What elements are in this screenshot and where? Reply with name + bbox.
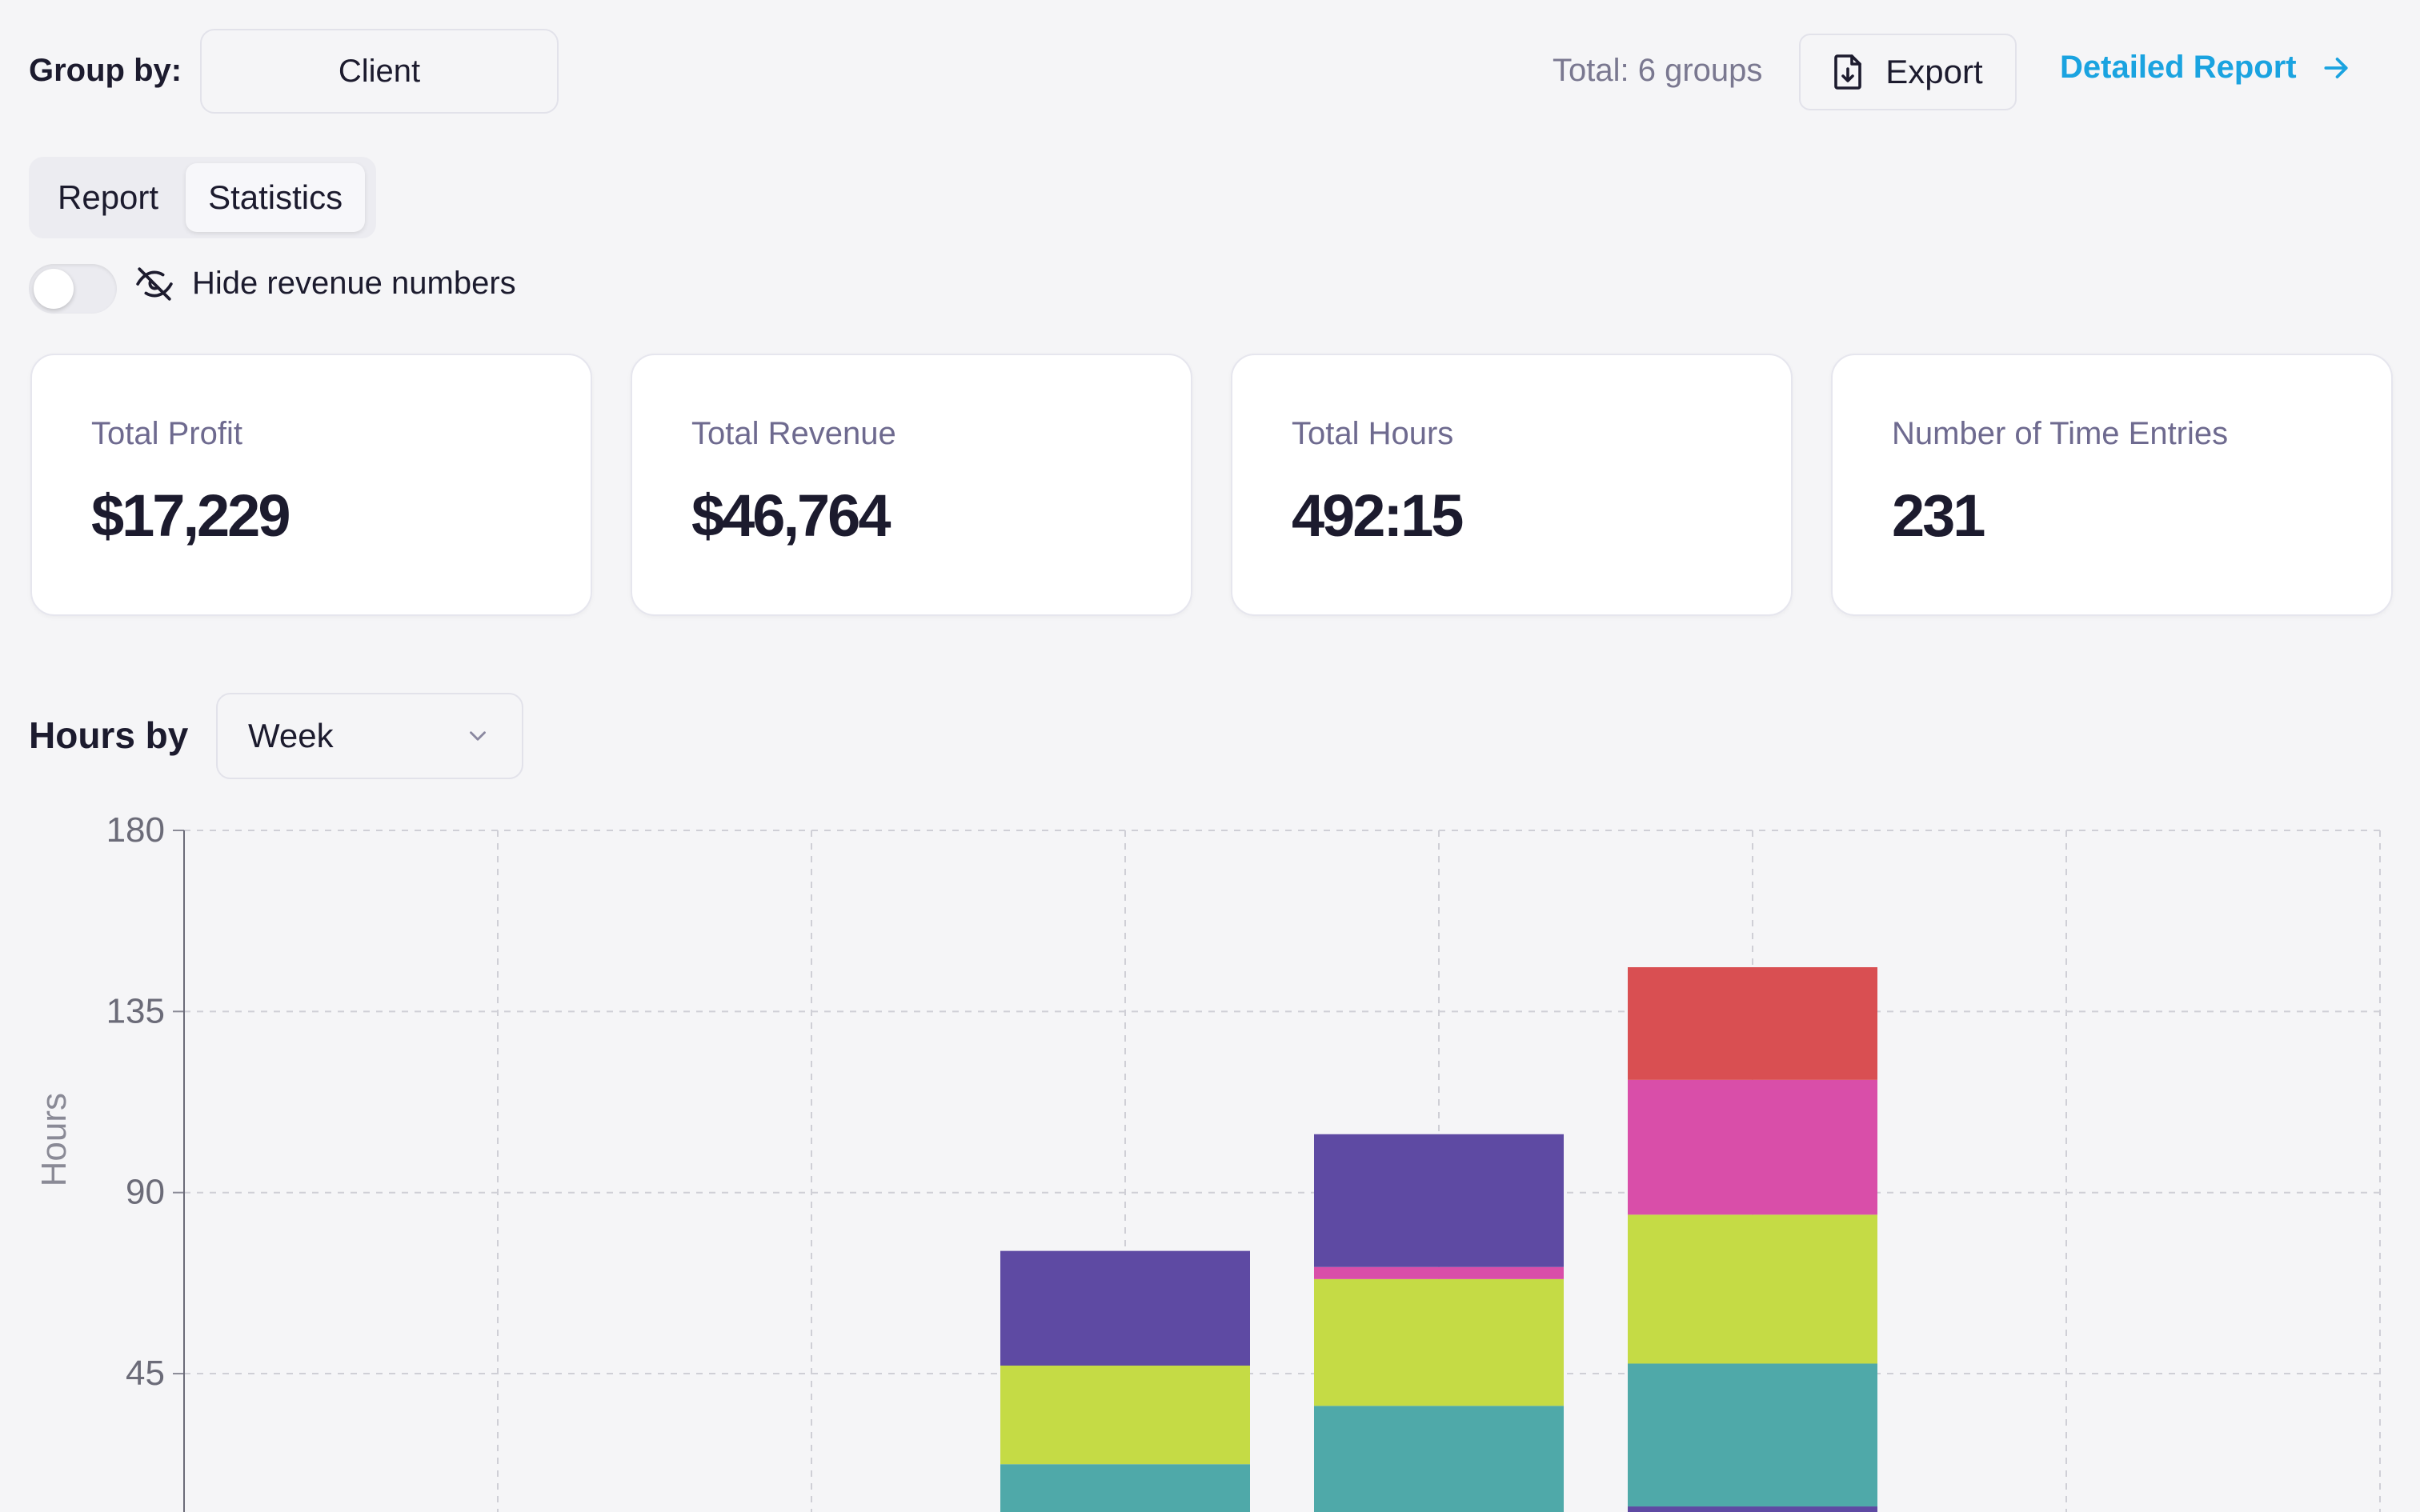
total-groups-text: Total: 6 groups [1553,53,1763,88]
group-by-label: Group by: [29,53,182,88]
bar-segment [1314,1278,1564,1406]
bar-segment [1628,967,1877,1080]
hours-bar-chart: 45 90 135 180 Hours [34,810,2381,1512]
y-axis-label: Hours [34,1093,74,1186]
stat-value: $46,764 [691,482,891,549]
export-button[interactable]: Export [1799,34,2017,110]
export-label: Export [1885,53,1983,90]
group-by-value: Client [338,53,421,89]
hide-revenue-toggle[interactable] [29,264,117,314]
toggle-knob [34,269,74,309]
y-tick-label: 180 [106,810,165,850]
stat-card-time-entries: Number of Time Entries 231 [1831,354,2393,616]
stat-value: $17,229 [91,482,290,549]
bar-segment [1314,1134,1564,1267]
stat-value: 231 [1892,482,1985,549]
hide-revenue-label: Hide revenue numbers [192,266,516,301]
eye-off-icon [136,267,173,301]
y-tick-label: 90 [126,1173,165,1212]
group-by-select[interactable]: Client [200,29,559,114]
chevron-down-icon [470,731,486,741]
bar-segment [1000,1250,1250,1366]
view-tabs: Report Statistics [29,157,376,238]
bar-segment [1628,1079,1877,1215]
bar-segment [1628,1363,1877,1507]
bar-segment [1628,1506,1877,1512]
period-select[interactable]: Week [216,693,523,779]
tab-report[interactable]: Report [58,178,159,216]
detailed-report-link[interactable]: Detailed Report [2060,50,2351,86]
stat-label: Total Profit [91,416,242,451]
stat-value: 492:15 [1292,482,1464,549]
tab-statistics[interactable]: Statistics [186,163,366,232]
bar-segment [1000,1365,1250,1465]
bar-segment [1628,1214,1877,1364]
bar-segment [1000,1464,1250,1512]
bar-segment [1314,1266,1564,1279]
hours-by-label: Hours by [29,714,189,756]
stat-label: Total Hours [1292,416,1454,451]
arrow-right-icon [2324,57,2348,78]
period-value: Week [248,717,334,754]
stat-card-total-profit: Total Profit $17,229 [30,354,592,616]
stat-label: Total Revenue [691,416,896,451]
stat-card-total-revenue: Total Revenue $46,764 [631,354,1192,616]
bar-segment [1314,1406,1564,1512]
y-tick-label: 45 [126,1354,165,1393]
y-tick-label: 135 [106,991,165,1030]
stat-label: Number of Time Entries [1892,416,2229,451]
detailed-report-label: Detailed Report [2060,50,2297,85]
stat-card-total-hours: Total Hours 492:15 [1231,354,1793,616]
file-download-icon [1834,54,1862,90]
